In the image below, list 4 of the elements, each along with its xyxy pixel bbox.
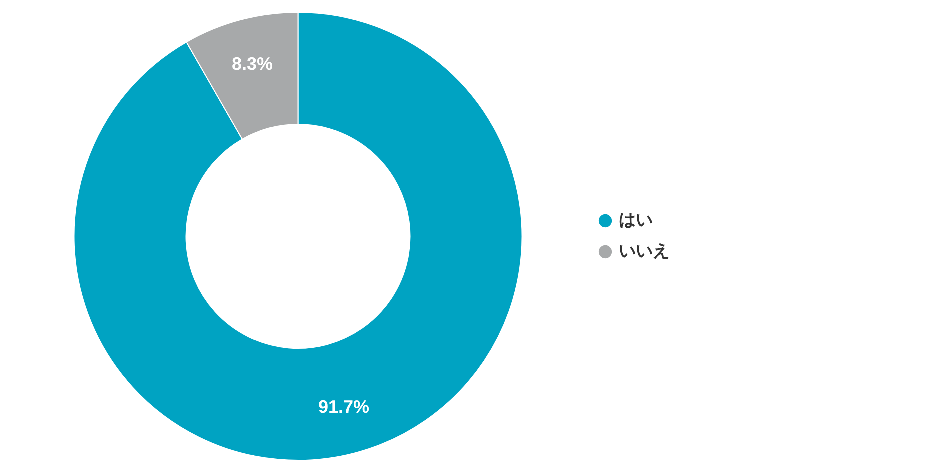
data-label: 8.3% <box>232 54 273 74</box>
data-label: 91.7% <box>318 397 370 418</box>
legend-label: はい <box>619 210 653 230</box>
legend-label: いいえ <box>619 241 670 262</box>
